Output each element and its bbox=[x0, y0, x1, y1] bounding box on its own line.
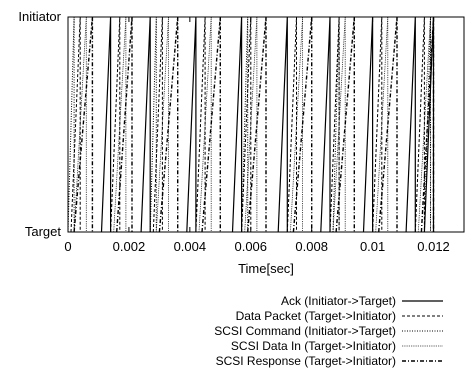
plot-frame bbox=[67, 16, 465, 233]
x-tick-label: 0.002 bbox=[113, 239, 146, 254]
x-tick-label: 0.01 bbox=[360, 239, 385, 254]
y-tick-label: Initiator bbox=[18, 9, 61, 24]
x-tick-label: 0.008 bbox=[295, 239, 328, 254]
series-line-1 bbox=[100, 16, 435, 233]
x-axis: 0 0.002 0.004 0.006 0.008 0.01 0.012 bbox=[64, 17, 450, 254]
plot-marks bbox=[67, 16, 435, 233]
series-line-5 bbox=[73, 16, 435, 233]
legend-label-4: SCSI Data In (Target->Initiator) bbox=[231, 339, 396, 353]
legend-label-2: Data Packet (Target->Initiator) bbox=[236, 309, 396, 323]
y-tick-label: Target bbox=[25, 224, 62, 239]
x-tick-label: 0.012 bbox=[417, 239, 450, 254]
x-tick-label: 0 bbox=[64, 239, 71, 254]
y-axis: Target Initiator bbox=[18, 9, 464, 239]
x-tick-label: 0.004 bbox=[174, 239, 207, 254]
x-axis-label: Time[sec] bbox=[238, 261, 294, 276]
legend: Ack (Initiator->Target)Data Packet (Targ… bbox=[214, 294, 443, 368]
legend-label-5: SCSI Response (Target->Initiator) bbox=[216, 354, 396, 368]
legend-label-1: Ack (Initiator->Target) bbox=[281, 294, 396, 308]
x-tick-label: 0.006 bbox=[234, 239, 267, 254]
legend-label-3: SCSI Command (Initiator->Target) bbox=[214, 324, 396, 338]
